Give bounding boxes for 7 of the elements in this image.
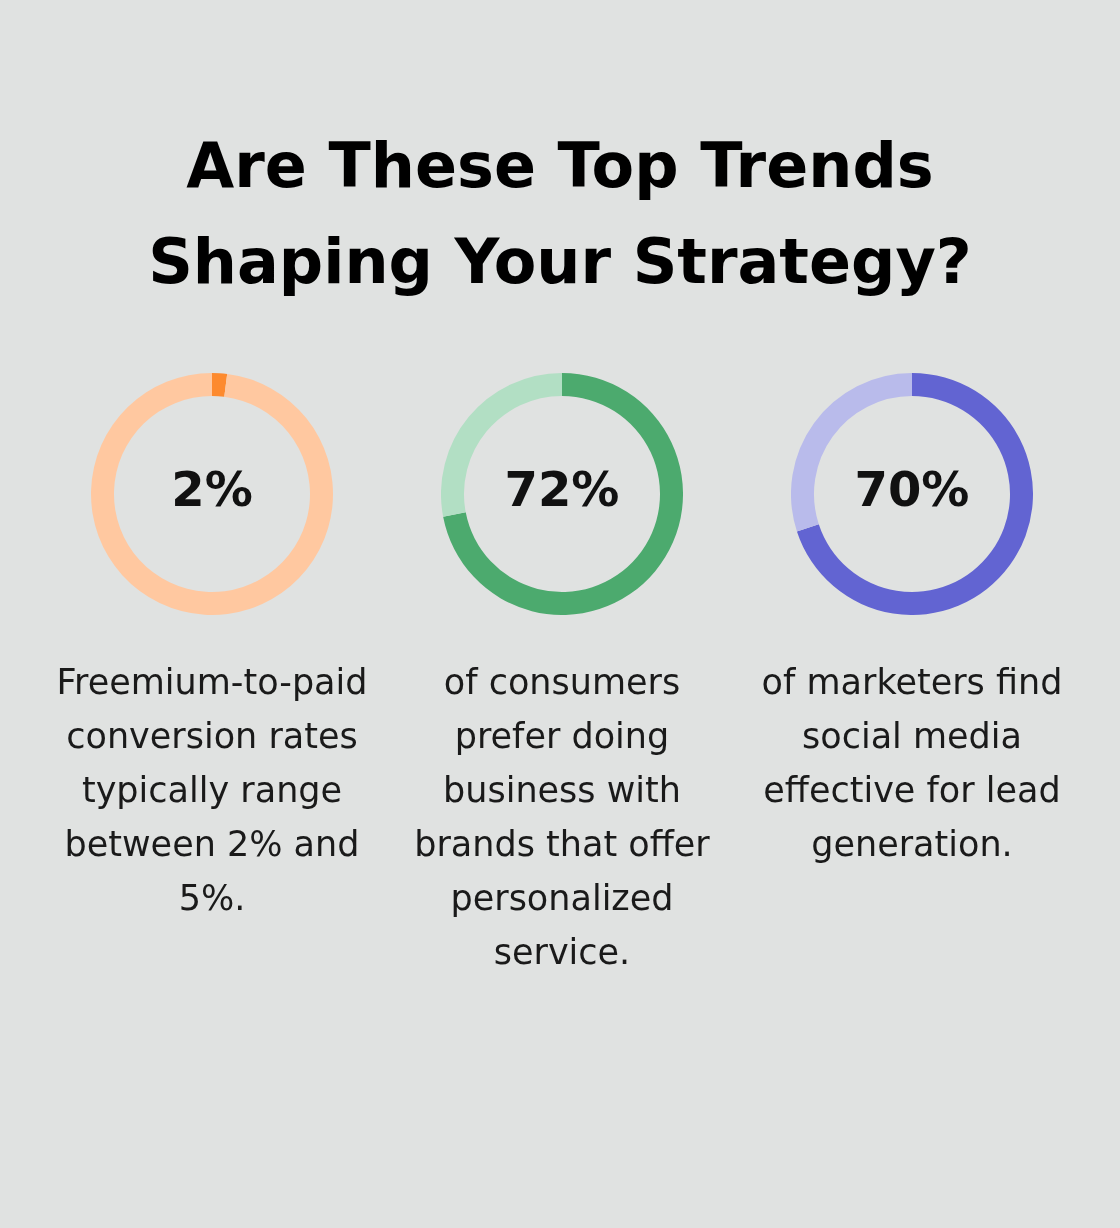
text: Freemium-to-paid conversion rates typically range between 2% and 5%. — [55, 661, 369, 920]
data-label: 72% — [504, 461, 620, 518]
data-label: 70% — [854, 461, 970, 518]
text: Are These Top Trends Shaping Your Strategy? — [147, 128, 973, 300]
text: of marketers find social media effective for lead generation. — [760, 661, 1064, 866]
data-label: 2% — [171, 461, 253, 518]
text: of consumers prefer doing business with brands that offer personalized service. — [413, 661, 711, 974]
